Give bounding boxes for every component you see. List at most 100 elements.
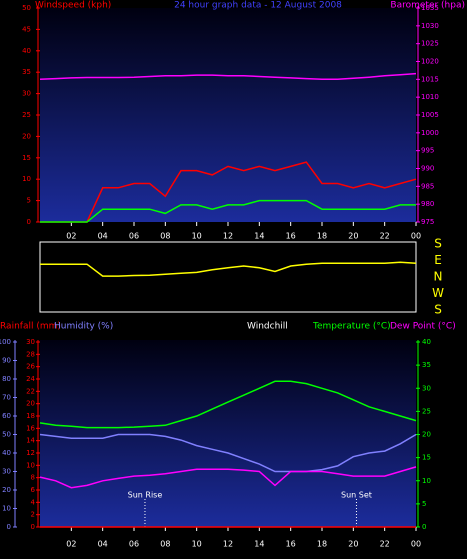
x-tick-label: 00 bbox=[411, 232, 421, 241]
legend-entry: Windchill bbox=[247, 322, 288, 332]
y-tick-label: 20 bbox=[26, 400, 35, 408]
y-tick-label: 18 bbox=[26, 412, 35, 420]
y-tick-label: 12 bbox=[26, 449, 35, 457]
x-tick-label: 20 bbox=[348, 232, 358, 241]
y-tick-label: 6 bbox=[31, 486, 36, 494]
x-tick-label: 08 bbox=[160, 540, 170, 549]
y-tick-label: 30 bbox=[22, 90, 31, 98]
y-tick-label: 25 bbox=[22, 111, 31, 119]
y-tick-label: 16 bbox=[26, 424, 35, 432]
x-tick-label: 22 bbox=[380, 540, 390, 549]
annotation: Sun Rise bbox=[128, 491, 163, 500]
y-tick-label: 30 bbox=[2, 468, 11, 476]
x-tick-label: 14 bbox=[254, 540, 264, 549]
data-line bbox=[39, 380, 417, 429]
y-tick-label: 1035 bbox=[421, 4, 439, 12]
x-tick-label: 14 bbox=[254, 232, 264, 241]
y-tick-label: 35 bbox=[422, 361, 431, 369]
x-tick-label: 10 bbox=[192, 540, 202, 549]
y-tick-label: 1020 bbox=[421, 58, 439, 66]
y-tick-label: 20 bbox=[22, 132, 31, 140]
x-tick-label: 10 bbox=[192, 232, 202, 241]
y-tick-label: 45 bbox=[22, 25, 31, 33]
y-tick-label: 0 bbox=[31, 523, 35, 531]
y-tick-label: 10 bbox=[22, 175, 31, 183]
annotation: Sun Set bbox=[341, 491, 372, 500]
y-tick-label: 975 bbox=[421, 218, 434, 226]
x-tick-label: 16 bbox=[286, 232, 296, 241]
legend-entry: Temperature (°C) bbox=[312, 322, 391, 332]
y-tick-label: 10 bbox=[422, 477, 431, 485]
direction-plot-area bbox=[39, 241, 417, 313]
y-tick-label: 25 bbox=[422, 407, 431, 415]
y-tick-label: 10 bbox=[2, 505, 11, 513]
y-tick-label: 15 bbox=[422, 454, 431, 462]
y-tick-label: 4 bbox=[31, 498, 36, 506]
y-tick-label: 5 bbox=[27, 197, 31, 205]
legend-entry: Humidity (%) bbox=[54, 322, 113, 332]
y-tick-label: 26 bbox=[26, 363, 35, 371]
y-tick-label: 14 bbox=[26, 437, 35, 445]
y-tick-label: 985 bbox=[421, 182, 434, 190]
y-tick-label: 0 bbox=[422, 523, 426, 531]
y-tick-label: 80 bbox=[2, 375, 11, 383]
y-axis-label: Windspeed (kph) bbox=[35, 1, 111, 11]
y-tick-label: 8 bbox=[31, 474, 35, 482]
y-tick-label: 5 bbox=[422, 500, 426, 508]
y-tick-label: 980 bbox=[421, 200, 434, 208]
x-tick-label: 02 bbox=[66, 232, 76, 241]
y-tick-label: 20 bbox=[422, 431, 431, 439]
x-tick-label: 04 bbox=[98, 232, 108, 241]
y-tick-label: 1025 bbox=[421, 40, 439, 48]
y-tick-label: 30 bbox=[422, 384, 431, 392]
legend-entry: Dew Point (°C) bbox=[390, 322, 456, 332]
x-tick-label: 00 bbox=[411, 540, 421, 549]
chart-title: 24 hour graph data - 12 August 2008 bbox=[174, 1, 342, 11]
x-tick-label: 06 bbox=[129, 232, 139, 241]
y-tick-label: 40 bbox=[22, 47, 31, 55]
x-tick-label: 06 bbox=[129, 540, 139, 549]
plot-area bbox=[40, 8, 416, 222]
y-tick-label: 2 bbox=[31, 511, 35, 519]
y-tick-label: 100 bbox=[0, 338, 11, 346]
x-tick-label: 02 bbox=[66, 540, 76, 549]
y-tick-label: 990 bbox=[421, 165, 434, 173]
y-tick-label: 24 bbox=[26, 375, 35, 383]
y-tick-label: 35 bbox=[22, 68, 31, 76]
y-tick-label: 40 bbox=[422, 338, 431, 346]
data-line bbox=[40, 261, 417, 277]
y-tick-label: 1030 bbox=[421, 22, 439, 30]
y-tick-label: 50 bbox=[22, 4, 31, 12]
y-tick-label: 90 bbox=[2, 357, 11, 365]
y-tick-label: 0 bbox=[7, 523, 11, 531]
y-tick-label: 995 bbox=[421, 147, 434, 155]
y-tick-label: 10 bbox=[26, 461, 35, 469]
x-tick-label: 20 bbox=[348, 540, 358, 549]
y-tick-label: 1010 bbox=[421, 93, 439, 101]
y-tick-label: 60 bbox=[2, 412, 11, 420]
y-tick-label: 22 bbox=[26, 387, 35, 395]
x-tick-label: 12 bbox=[223, 232, 233, 241]
y-tick-label: 28 bbox=[26, 350, 35, 358]
x-tick-label: 16 bbox=[286, 540, 296, 549]
legend-entry: Rainfall (mm) bbox=[0, 322, 61, 332]
y2-axis-label: Barometer (hpa) bbox=[390, 1, 465, 11]
plot-area bbox=[40, 340, 416, 527]
y-tick-label: 70 bbox=[2, 394, 11, 402]
y-tick-label: 30 bbox=[26, 338, 35, 346]
x-tick-label: 08 bbox=[160, 232, 170, 241]
data-line bbox=[40, 161, 417, 223]
x-tick-label: 04 bbox=[98, 540, 108, 549]
y-tick-label: 1005 bbox=[421, 111, 439, 119]
y-tick-label: 40 bbox=[2, 449, 11, 457]
data-line bbox=[39, 466, 417, 489]
data-line bbox=[39, 72, 417, 81]
x-tick-label: 18 bbox=[317, 232, 327, 241]
y-tick-label: 0 bbox=[27, 218, 31, 226]
y-tick-label: 20 bbox=[2, 486, 11, 494]
y-tick-label: 15 bbox=[22, 154, 31, 162]
y-tick-label: 1015 bbox=[421, 75, 439, 83]
y-tick-label: W bbox=[432, 286, 444, 300]
y-tick-label: 1000 bbox=[421, 129, 439, 137]
